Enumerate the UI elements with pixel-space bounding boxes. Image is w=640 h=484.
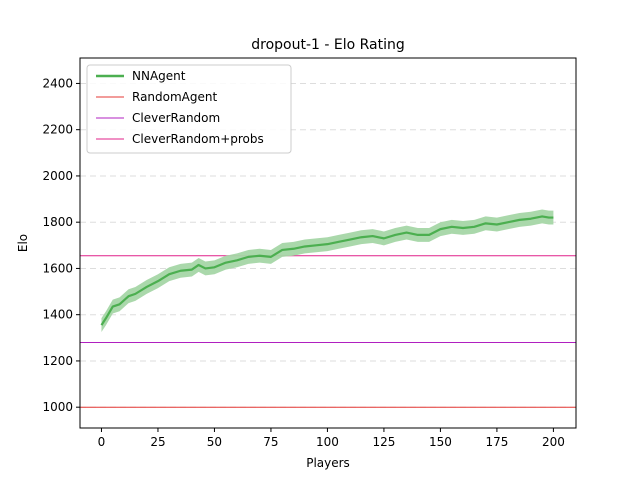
reference-lines	[80, 255, 576, 408]
x-tick-label: 25	[150, 435, 165, 449]
legend-label-cleverrandom: CleverRandom	[132, 111, 220, 125]
x-tick-label: 175	[485, 435, 508, 449]
x-tick-label: 75	[263, 435, 278, 449]
chart-title: dropout-1 - Elo Rating	[251, 37, 405, 53]
plot-frame	[79, 57, 577, 429]
x-tick-label: 100	[316, 435, 339, 449]
y-tick-label: 1400	[42, 308, 73, 322]
legend-label-nnagent: NNAgent	[132, 69, 186, 83]
x-axis-label: Players	[306, 456, 350, 470]
series-line-layer	[100, 215, 554, 326]
y-tick-label: 2200	[42, 123, 73, 137]
x-tick-label: 50	[207, 435, 222, 449]
y-tick-label: 1200	[42, 354, 73, 368]
legend-label-randomagent: RandomAgent	[132, 90, 217, 104]
x-axis-ticks: 0 25 50 75 100 125 150 175 200	[98, 428, 565, 449]
legend-label-cleverrandom-probs: CleverRandom+probs	[132, 132, 264, 146]
x-tick-label: 125	[372, 435, 395, 449]
x-tick-label: 150	[429, 435, 452, 449]
y-tick-label: 1000	[42, 400, 73, 414]
legend: NNAgent RandomAgent CleverRandom CleverR…	[86, 64, 292, 154]
x-tick-label: 0	[98, 435, 106, 449]
legend-box	[86, 64, 292, 154]
y-tick-label: 2000	[42, 169, 73, 183]
y-axis-ticks: 1000 1200 1400 1600 1800 2000 2200 2400	[42, 76, 80, 414]
y-tick-label: 1800	[42, 215, 73, 229]
x-tick-label: 200	[542, 435, 565, 449]
y-tick-label: 2400	[42, 76, 73, 90]
y-tick-label: 1600	[42, 261, 73, 275]
y-axis-label: Elo	[16, 234, 30, 252]
nnagent-line	[100, 215, 554, 326]
